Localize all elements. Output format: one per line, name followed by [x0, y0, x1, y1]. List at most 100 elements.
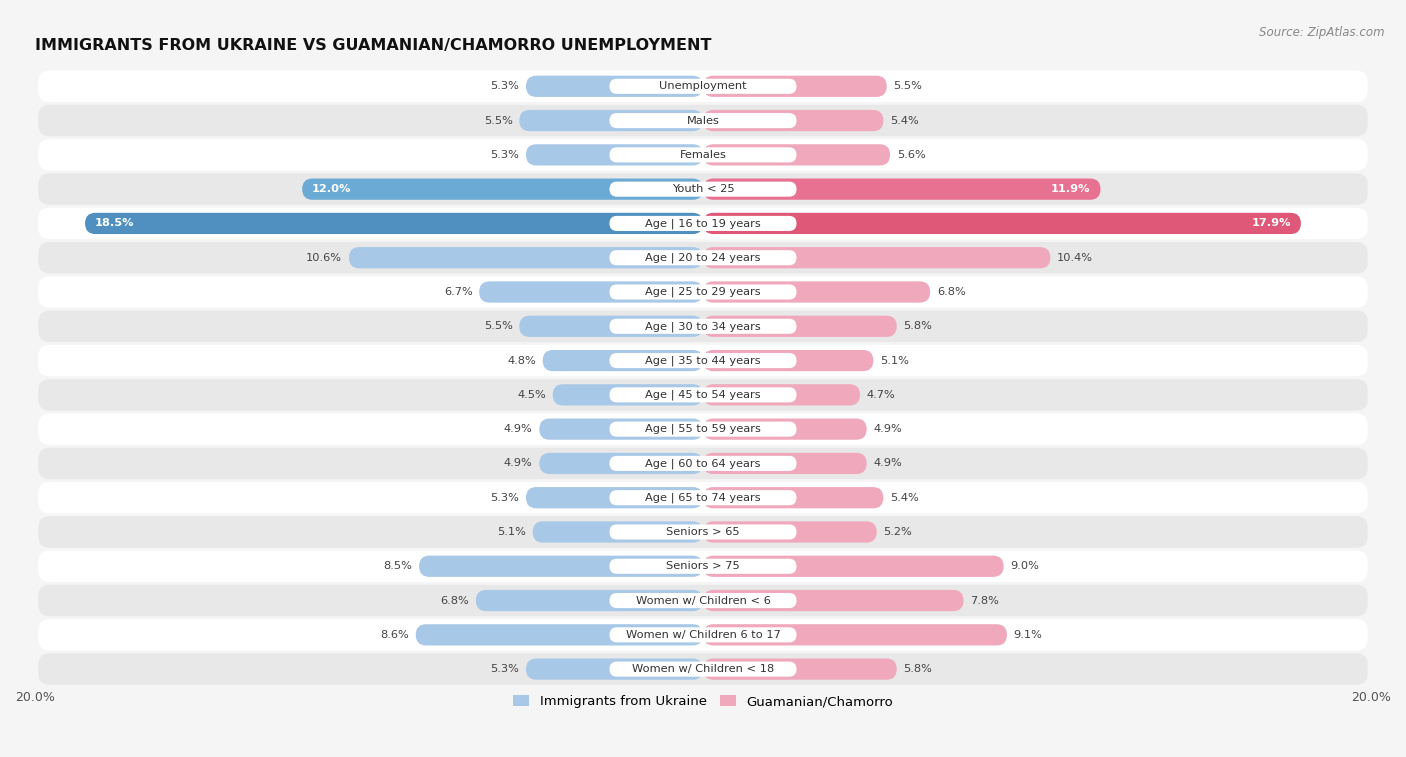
Legend: Immigrants from Ukraine, Guamanian/Chamorro: Immigrants from Ukraine, Guamanian/Chamo…	[508, 690, 898, 714]
Text: 18.5%: 18.5%	[96, 219, 135, 229]
FancyBboxPatch shape	[416, 625, 703, 646]
Text: Females: Females	[679, 150, 727, 160]
Text: 7.8%: 7.8%	[970, 596, 1000, 606]
FancyBboxPatch shape	[526, 487, 703, 509]
FancyBboxPatch shape	[703, 625, 1007, 646]
Text: Age | 55 to 59 years: Age | 55 to 59 years	[645, 424, 761, 435]
FancyBboxPatch shape	[38, 70, 1368, 102]
FancyBboxPatch shape	[38, 379, 1368, 410]
FancyBboxPatch shape	[38, 104, 1368, 136]
Text: Youth < 25: Youth < 25	[672, 184, 734, 194]
Text: 6.8%: 6.8%	[440, 596, 470, 606]
FancyBboxPatch shape	[38, 344, 1368, 376]
Text: Seniors > 65: Seniors > 65	[666, 527, 740, 537]
FancyBboxPatch shape	[38, 482, 1368, 513]
FancyBboxPatch shape	[38, 550, 1368, 582]
FancyBboxPatch shape	[609, 388, 797, 403]
FancyBboxPatch shape	[479, 282, 703, 303]
FancyBboxPatch shape	[553, 385, 703, 406]
Text: 5.3%: 5.3%	[491, 150, 519, 160]
FancyBboxPatch shape	[609, 353, 797, 368]
FancyBboxPatch shape	[609, 628, 797, 643]
FancyBboxPatch shape	[526, 76, 703, 97]
FancyBboxPatch shape	[703, 76, 887, 97]
FancyBboxPatch shape	[526, 145, 703, 166]
FancyBboxPatch shape	[609, 250, 797, 265]
Text: 6.7%: 6.7%	[444, 287, 472, 297]
FancyBboxPatch shape	[38, 310, 1368, 342]
Text: Age | 60 to 64 years: Age | 60 to 64 years	[645, 458, 761, 469]
Text: 8.6%: 8.6%	[380, 630, 409, 640]
FancyBboxPatch shape	[475, 590, 703, 611]
Text: 11.9%: 11.9%	[1050, 184, 1091, 194]
Text: Age | 16 to 19 years: Age | 16 to 19 years	[645, 218, 761, 229]
Text: 4.7%: 4.7%	[866, 390, 896, 400]
Text: 5.4%: 5.4%	[890, 116, 918, 126]
Text: Women w/ Children < 6: Women w/ Children < 6	[636, 596, 770, 606]
Text: 17.9%: 17.9%	[1251, 219, 1291, 229]
Text: 4.9%: 4.9%	[873, 424, 903, 434]
FancyBboxPatch shape	[609, 319, 797, 334]
Text: 8.5%: 8.5%	[384, 561, 412, 572]
FancyBboxPatch shape	[38, 584, 1368, 616]
Text: 5.3%: 5.3%	[491, 493, 519, 503]
FancyBboxPatch shape	[703, 110, 883, 131]
Text: Age | 20 to 24 years: Age | 20 to 24 years	[645, 253, 761, 263]
FancyBboxPatch shape	[38, 619, 1368, 650]
FancyBboxPatch shape	[609, 113, 797, 128]
Text: Age | 35 to 44 years: Age | 35 to 44 years	[645, 355, 761, 366]
Text: 5.8%: 5.8%	[904, 321, 932, 332]
FancyBboxPatch shape	[38, 276, 1368, 308]
Text: 5.3%: 5.3%	[491, 664, 519, 674]
FancyBboxPatch shape	[703, 590, 963, 611]
Text: 5.4%: 5.4%	[890, 493, 918, 503]
Text: Males: Males	[686, 116, 720, 126]
FancyBboxPatch shape	[609, 79, 797, 94]
Text: 4.9%: 4.9%	[503, 459, 533, 469]
Text: Seniors > 75: Seniors > 75	[666, 561, 740, 572]
FancyBboxPatch shape	[609, 422, 797, 437]
Text: Women w/ Children 6 to 17: Women w/ Children 6 to 17	[626, 630, 780, 640]
FancyBboxPatch shape	[38, 207, 1368, 239]
Text: IMMIGRANTS FROM UKRAINE VS GUAMANIAN/CHAMORRO UNEMPLOYMENT: IMMIGRANTS FROM UKRAINE VS GUAMANIAN/CHA…	[35, 38, 711, 53]
Text: 4.9%: 4.9%	[873, 459, 903, 469]
FancyBboxPatch shape	[302, 179, 703, 200]
FancyBboxPatch shape	[38, 413, 1368, 445]
Text: 4.8%: 4.8%	[508, 356, 536, 366]
FancyBboxPatch shape	[703, 179, 1101, 200]
Text: 9.1%: 9.1%	[1014, 630, 1042, 640]
FancyBboxPatch shape	[703, 419, 866, 440]
Text: 5.6%: 5.6%	[897, 150, 925, 160]
FancyBboxPatch shape	[609, 456, 797, 471]
FancyBboxPatch shape	[703, 282, 931, 303]
Text: 5.5%: 5.5%	[484, 116, 513, 126]
Text: 5.2%: 5.2%	[883, 527, 912, 537]
FancyBboxPatch shape	[609, 182, 797, 197]
FancyBboxPatch shape	[703, 556, 1004, 577]
Text: Age | 25 to 29 years: Age | 25 to 29 years	[645, 287, 761, 298]
FancyBboxPatch shape	[609, 559, 797, 574]
Text: 9.0%: 9.0%	[1011, 561, 1039, 572]
Text: 5.8%: 5.8%	[904, 664, 932, 674]
FancyBboxPatch shape	[38, 139, 1368, 170]
Text: Women w/ Children < 18: Women w/ Children < 18	[631, 664, 775, 674]
Text: 10.4%: 10.4%	[1057, 253, 1092, 263]
FancyBboxPatch shape	[609, 285, 797, 300]
FancyBboxPatch shape	[84, 213, 703, 234]
Text: 5.5%: 5.5%	[893, 81, 922, 92]
FancyBboxPatch shape	[703, 385, 860, 406]
Text: 5.1%: 5.1%	[880, 356, 908, 366]
Text: 4.5%: 4.5%	[517, 390, 546, 400]
FancyBboxPatch shape	[609, 216, 797, 231]
Text: 5.3%: 5.3%	[491, 81, 519, 92]
FancyBboxPatch shape	[609, 525, 797, 540]
Text: 5.1%: 5.1%	[498, 527, 526, 537]
FancyBboxPatch shape	[703, 145, 890, 166]
FancyBboxPatch shape	[38, 173, 1368, 205]
FancyBboxPatch shape	[540, 419, 703, 440]
FancyBboxPatch shape	[703, 247, 1050, 268]
FancyBboxPatch shape	[38, 653, 1368, 685]
FancyBboxPatch shape	[526, 659, 703, 680]
FancyBboxPatch shape	[540, 453, 703, 474]
FancyBboxPatch shape	[609, 662, 797, 677]
